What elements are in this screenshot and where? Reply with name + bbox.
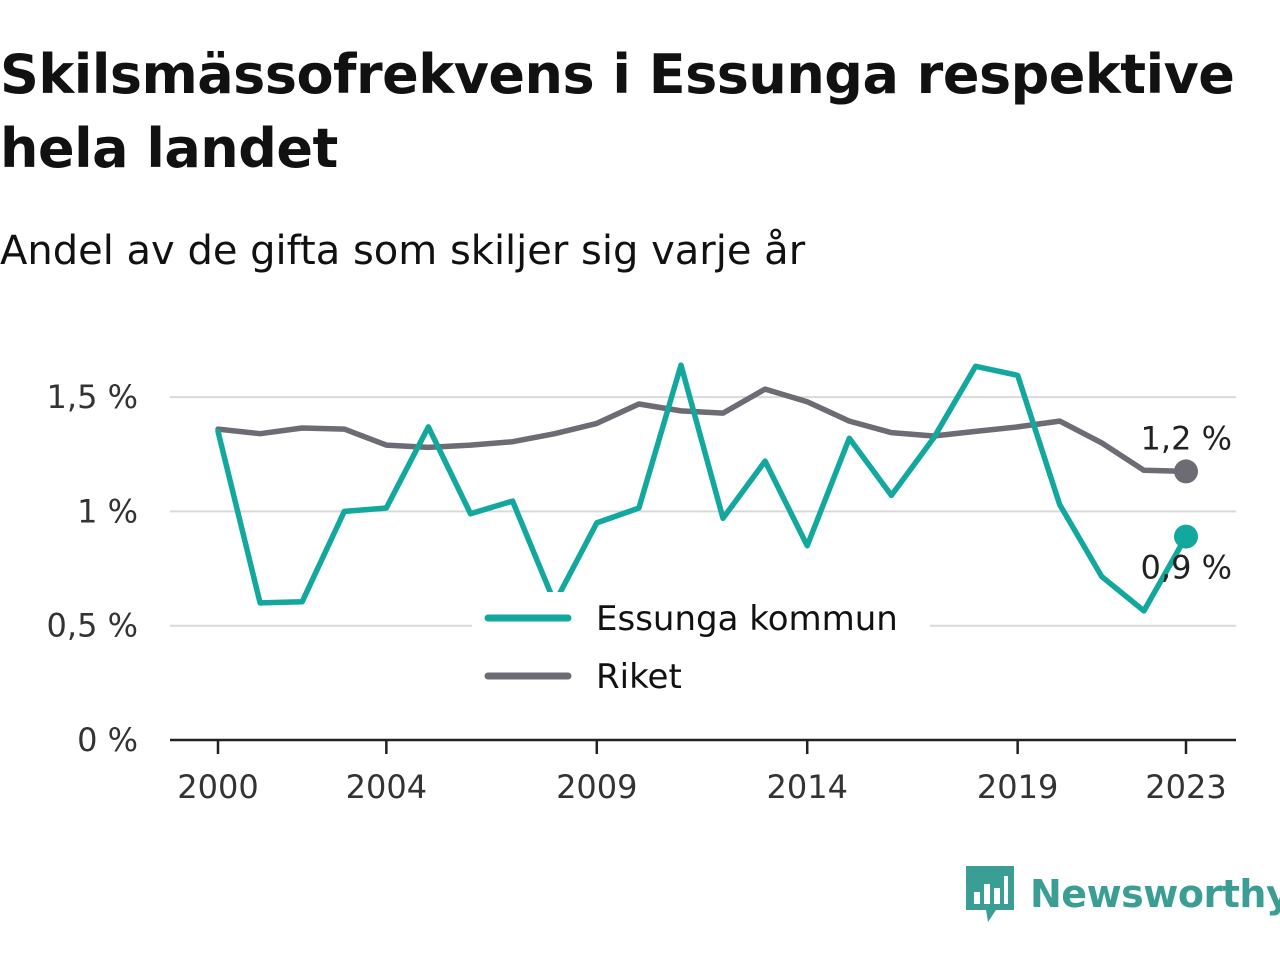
y-tick-label: 0 % [77,721,138,759]
x-axis-ticks: 2000 2004 2009 2014 2019 2023 [177,740,1227,806]
series-line-riket [215,386,1189,475]
y-tick-label: 1,5 % [47,378,138,416]
series-layer [215,362,1198,614]
y-axis-labels: 0 % 0,5 % 1 % 1,5 % [47,378,138,759]
newsworthy-brand: Newsworthy [962,862,1280,926]
y-tick-label: 1 % [77,492,138,530]
legend-label-riket: Riket [596,657,682,697]
end-label: 1,2 % [1141,419,1232,457]
legend-label-essunga-kommun: Essunga kommun [596,599,898,639]
x-tick-label: 2004 [346,768,427,806]
x-tick-label: 2023 [1145,768,1226,806]
series-line-essunga-kommun [215,362,1189,614]
x-tick-label: 2014 [766,768,847,806]
chart-subtitle: Andel av de gifta som skiljer sig varje … [0,228,806,274]
y-tick-label: 0,5 % [47,607,138,645]
legend-background [472,592,930,710]
end-label: 0,9 % [1141,549,1232,587]
newsworthy-logo-icon [966,866,1014,922]
chart-title: Skilsmässofrekvens i Essunga respektive … [0,43,1235,180]
end-point-essunga-kommun [1174,524,1198,549]
end-point-riket [1174,459,1198,484]
end-labels: 0,9 % 1,2 % [1141,419,1232,586]
x-tick-label: 2019 [977,768,1058,806]
x-tick-label: 2000 [177,768,258,806]
x-tick-label: 2009 [556,768,637,806]
legend: Essunga kommun Riket [472,592,930,710]
brand-name: Newsworthy [1030,872,1280,916]
